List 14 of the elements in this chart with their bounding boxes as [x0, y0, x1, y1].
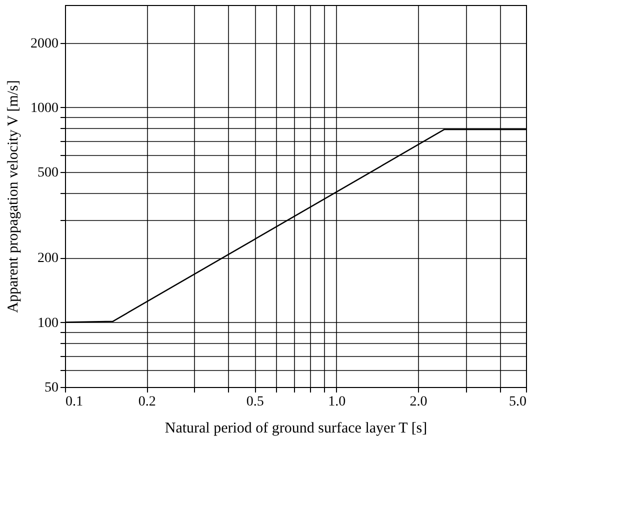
x-axis-title: Natural period of ground surface layer T [s] [164, 420, 428, 436]
x-tick-label: 0.2 [138, 394, 156, 410]
y-tick-label: 100 [38, 316, 58, 331]
x-tick-label: 0.5 [246, 394, 264, 410]
y-tick-label: 200 [38, 251, 58, 266]
x-tick-label: 1.0 [328, 394, 346, 410]
x-tick-label: 2.0 [410, 394, 428, 410]
y-axis-title: Apparent propagation velocity V [m/s] [6, 80, 22, 313]
x-tick-label: 5.0 [509, 394, 526, 410]
y-tick-label: 500 [38, 166, 58, 181]
y-tick-label: 1000 [30, 101, 58, 116]
y-tick-label: 50 [44, 380, 58, 396]
x-tick-label: 0.1 [66, 394, 83, 410]
y-tick-label: 2000 [30, 36, 58, 52]
